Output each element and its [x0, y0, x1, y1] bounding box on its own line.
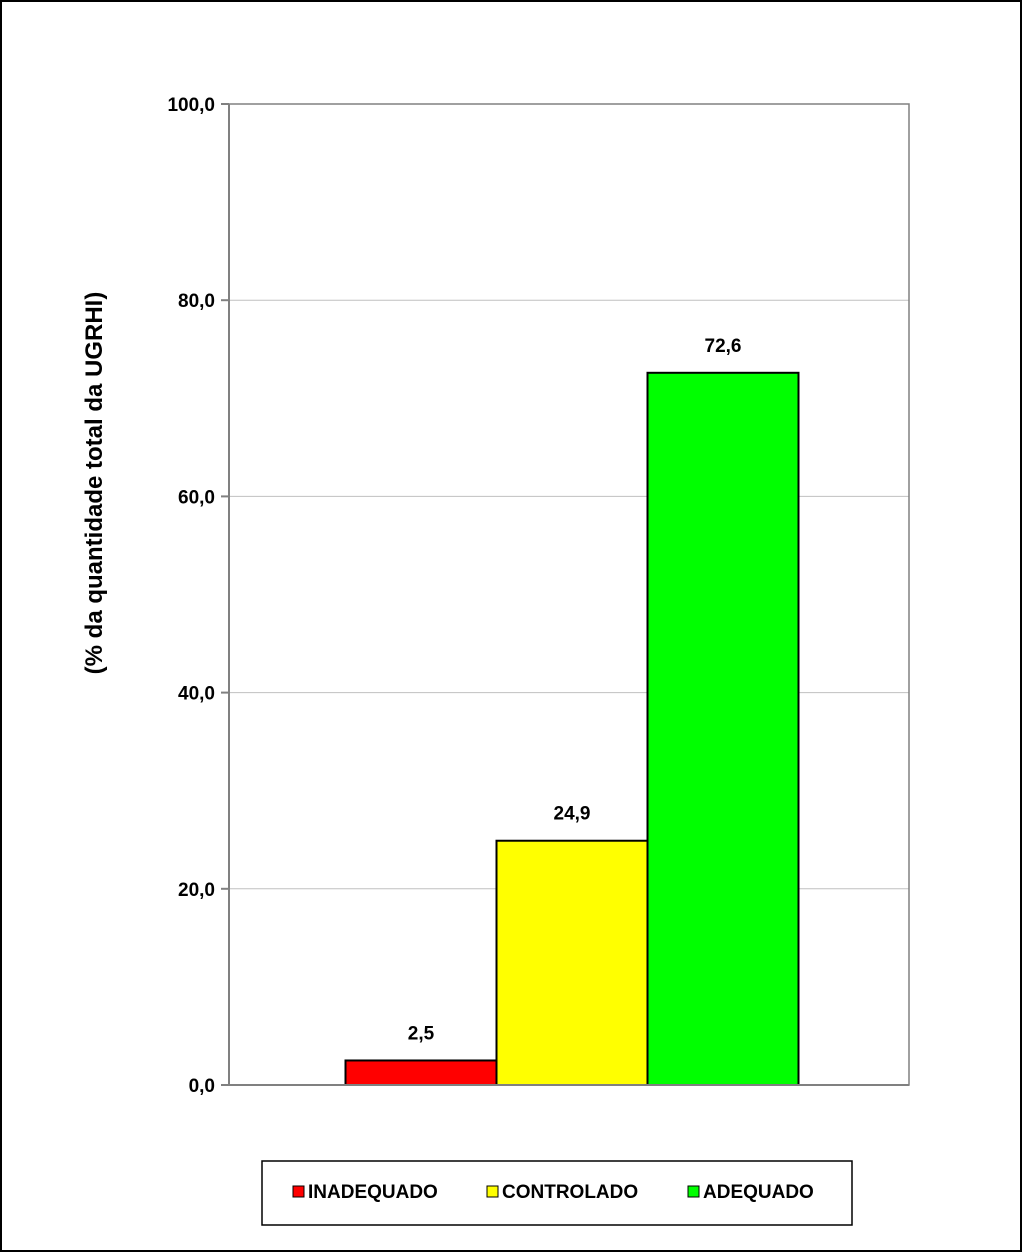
legend-label-controlado: CONTROLADO	[502, 1182, 638, 1203]
data-label-controlado: 24,9	[554, 804, 591, 825]
legend-swatch-adequado	[687, 1185, 700, 1198]
bar-adequado	[646, 371, 800, 1086]
y-tick-label: 0,0	[189, 1076, 215, 1097]
legend-swatch-controlado	[486, 1185, 499, 1198]
legend: INADEQUADO CONTROLADO ADEQUADO	[261, 1160, 853, 1226]
bars	[344, 371, 800, 1087]
y-tick-label: 20,0	[178, 880, 215, 901]
y-tick-label: 60,0	[178, 487, 215, 508]
legend-label-adequado: ADEQUADO	[703, 1182, 814, 1203]
y-axis-ticks: 0,0 20,0 40,0 60,0 80,0 100,0	[167, 95, 229, 1097]
y-tick-label: 100,0	[167, 95, 215, 116]
legend-label-inadequado: INADEQUADO	[308, 1182, 438, 1203]
y-axis-title: (% da quantidade total da UGRHI)	[81, 292, 108, 675]
data-labels: 2,5 24,9 72,6	[408, 336, 742, 1045]
y-tick-label: 40,0	[178, 684, 215, 705]
y-tick-label: 80,0	[178, 291, 215, 312]
bar-inadequado	[344, 1059, 498, 1086]
data-label-inadequado: 2,5	[408, 1023, 435, 1044]
legend-swatch-inadequado	[292, 1185, 305, 1198]
data-label-adequado: 72,6	[705, 336, 742, 357]
bar-controlado	[495, 839, 649, 1087]
legend-box	[261, 1160, 853, 1226]
